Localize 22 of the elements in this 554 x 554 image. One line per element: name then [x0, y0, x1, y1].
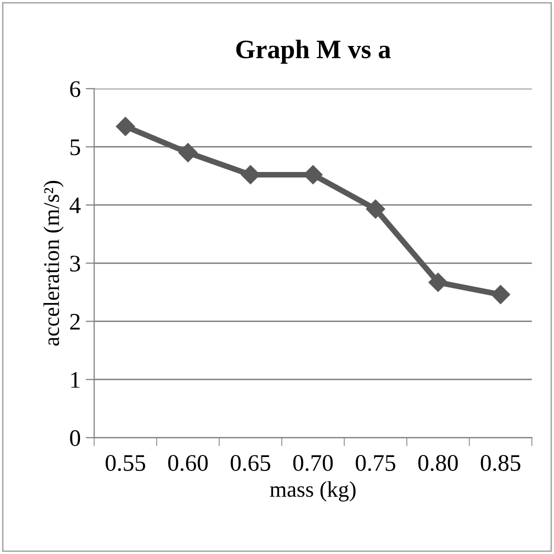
x-tick-label: 0.80	[418, 455, 458, 472]
y-tick-label: 5	[70, 140, 80, 156]
y-tick-label: 6	[70, 81, 80, 98]
y-tick-label: 3	[70, 256, 80, 272]
x-tick-label: 0.70	[293, 455, 333, 472]
x-tick-label: 0.85	[480, 455, 520, 472]
y-tick-label: 1	[71, 372, 80, 388]
y-tick-label: 2	[70, 314, 80, 330]
y-tick-label: 0	[70, 430, 80, 446]
point	[178, 143, 198, 162]
point	[366, 200, 386, 219]
x-axis-title: mass (kg)	[270, 481, 356, 502]
point	[428, 272, 448, 292]
x-tick-label: 0.55	[106, 455, 146, 472]
x-tick-label: 0.60	[168, 455, 208, 472]
chart-title: Graph M vs a	[236, 40, 391, 64]
x-tick-label: 0.65	[230, 455, 270, 472]
x-tick-label: 0.75	[356, 455, 396, 472]
point	[491, 285, 510, 304]
y-axis-title: acceleration (m/s²)	[43, 180, 64, 346]
y-tick-label: 4	[70, 198, 81, 214]
point	[116, 116, 135, 136]
